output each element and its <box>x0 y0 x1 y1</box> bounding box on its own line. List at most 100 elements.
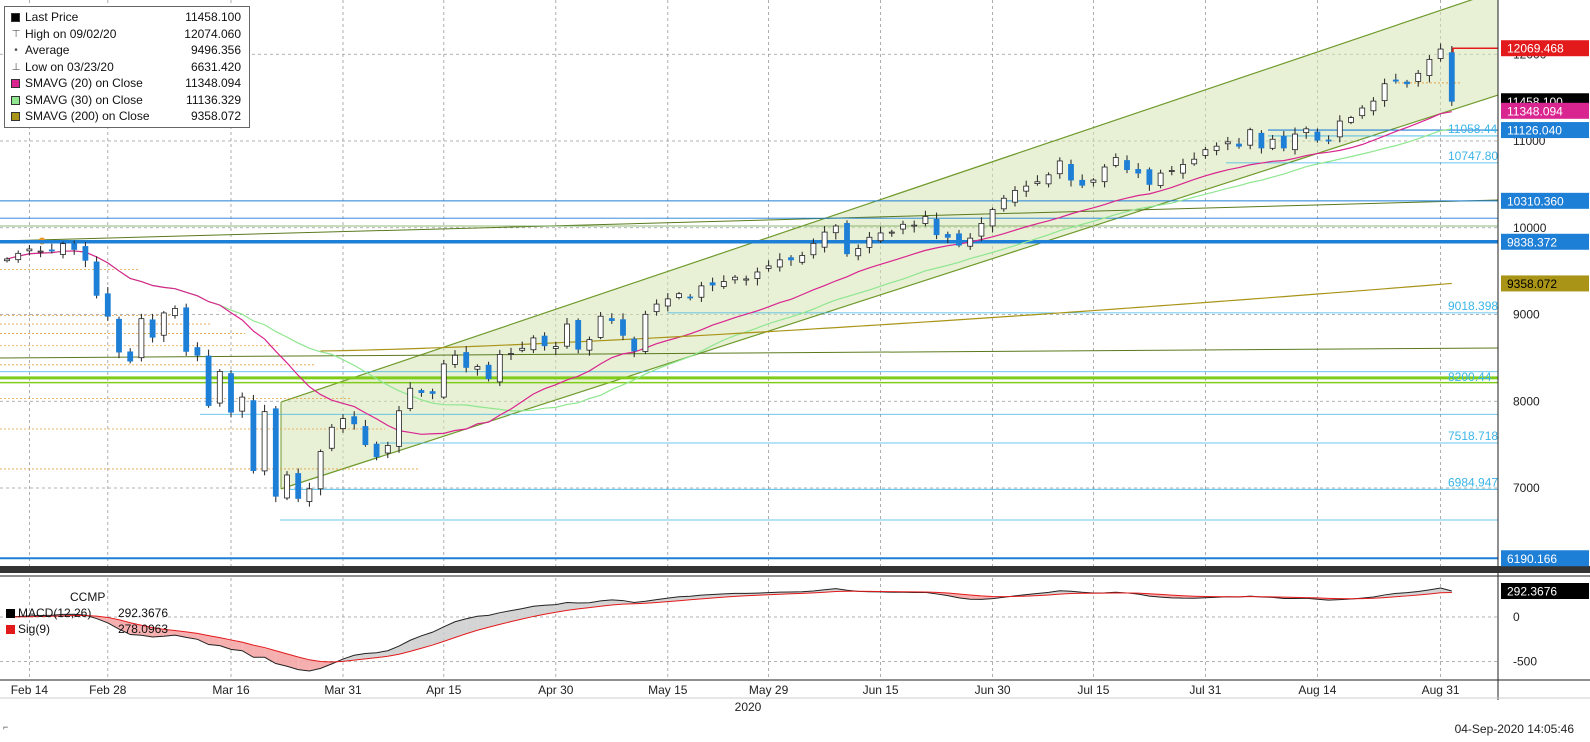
average-marker-icon: • <box>14 45 18 56</box>
candle-body <box>519 347 526 351</box>
price-tick-label: 10000 <box>1513 221 1547 235</box>
candle-body <box>552 346 559 349</box>
legend-label: High on 09/02/20 <box>25 26 117 41</box>
candle-body <box>620 319 626 336</box>
legend-swatch <box>11 13 20 22</box>
price-flag <box>1501 550 1589 567</box>
candle-body <box>754 271 761 279</box>
fib-level-label: 8200.44 <box>1448 370 1492 384</box>
price-flag <box>1501 192 1589 209</box>
candle-body <box>788 257 794 261</box>
candle-body <box>1202 149 1209 156</box>
candle-body <box>373 443 380 458</box>
candle-body <box>1359 107 1366 117</box>
axes: 70008000900010000110001200012069.4681145… <box>0 0 1590 714</box>
candle-body <box>967 237 974 247</box>
candle-body <box>440 363 447 398</box>
candle-body <box>866 236 873 248</box>
macd-histogram-band <box>488 612 500 628</box>
candle-body <box>1404 81 1410 85</box>
macd-histogram-band <box>130 622 142 636</box>
price-flag <box>1501 102 1589 119</box>
candle-body <box>564 323 570 347</box>
macd-histogram-band <box>231 639 243 651</box>
x-year-label: 2020 <box>735 700 762 714</box>
candle-body <box>205 355 212 406</box>
candle-body <box>474 366 481 370</box>
candle-body <box>272 408 279 497</box>
candle-body <box>1000 197 1007 210</box>
candle-body <box>541 335 548 347</box>
x-tick-label: Jul 31 <box>1189 683 1221 697</box>
x-tick-label: Apr 15 <box>426 683 462 697</box>
candle-body <box>642 313 649 352</box>
legend-row: • Average 9496.356 <box>9 43 245 58</box>
candle-body <box>944 234 951 238</box>
macd-histogram-band <box>197 633 209 645</box>
fib-level-label: 6984.947 <box>1448 475 1498 489</box>
macd-histogram-band <box>533 605 545 617</box>
candle-body <box>810 242 817 256</box>
candle-body <box>765 265 772 269</box>
candle-body <box>183 307 190 352</box>
macd-panel <box>6 587 1452 672</box>
legend-value: 11458.100 <box>185 10 241 24</box>
candle-body <box>4 258 10 262</box>
x-tick-label: Aug 14 <box>1298 683 1336 697</box>
candle-body <box>463 352 470 368</box>
candle-body <box>1258 132 1265 149</box>
candle-body <box>720 281 727 287</box>
legend-row: Last Price 11458.100 <box>9 10 245 25</box>
candle-body <box>1213 145 1220 151</box>
candle-body <box>799 255 806 263</box>
legend-value: 11348.094 <box>185 76 241 90</box>
candle-body <box>37 250 44 253</box>
candle-body <box>1045 174 1052 185</box>
price-flag <box>1501 275 1589 292</box>
candle-body <box>1415 72 1422 82</box>
legend-value: 12074.060 <box>184 26 241 41</box>
fib-level-label: 11058.44 <box>1448 122 1497 136</box>
price-flag <box>1501 122 1589 139</box>
candle-body <box>687 296 694 299</box>
candle-body <box>228 373 234 413</box>
candle-body <box>1392 79 1399 82</box>
candle-body <box>261 411 268 472</box>
candle-body <box>317 451 324 490</box>
macd-histogram-band <box>466 616 478 634</box>
macd-histogram-band <box>163 629 175 637</box>
legend-label: SMAVG (200) on Close <box>25 109 150 123</box>
legend-label: Last Price <box>25 10 79 24</box>
candle-body <box>1090 179 1097 183</box>
macd-histogram-band <box>298 657 310 671</box>
candle-body <box>911 224 918 227</box>
corner-marker: ⌐ <box>3 722 9 732</box>
candle-body <box>26 248 33 252</box>
candle-body <box>1448 52 1455 102</box>
channel-upper-line <box>280 0 1474 403</box>
candle-body <box>1168 170 1175 172</box>
price-flag-label: 11348.094 <box>1507 104 1563 118</box>
legend-label: SMAVG (30) on Close <box>25 92 143 107</box>
candle-body <box>832 225 839 234</box>
signal-legend-row: Sig(9) 278.0963 <box>4 622 174 637</box>
macd-value: 292.3676 <box>117 606 168 620</box>
panel-separator <box>0 566 1590 573</box>
candle-body <box>530 337 537 351</box>
signal-line <box>6 590 1452 663</box>
candle-body <box>586 339 593 351</box>
candle-body <box>1124 160 1130 171</box>
macd-histogram-band <box>443 621 455 642</box>
candle-body <box>1056 160 1063 175</box>
legend-value: 9358.072 <box>190 109 241 123</box>
fib-level-label: 9018.398 <box>1448 299 1498 313</box>
price-legend: Last Price 11458.100 ⊤ High on 09/02/20 1207… <box>4 6 250 128</box>
candle-body <box>709 282 716 286</box>
candle-body <box>1381 83 1388 101</box>
macd-tick-label: -500 <box>1513 654 1537 668</box>
macd-histogram-band <box>242 642 254 658</box>
candle-body <box>149 319 156 338</box>
macd-histogram-band <box>421 632 433 649</box>
macd-histogram-band <box>511 608 523 622</box>
macd-label: MACD(12,26) <box>18 606 92 620</box>
